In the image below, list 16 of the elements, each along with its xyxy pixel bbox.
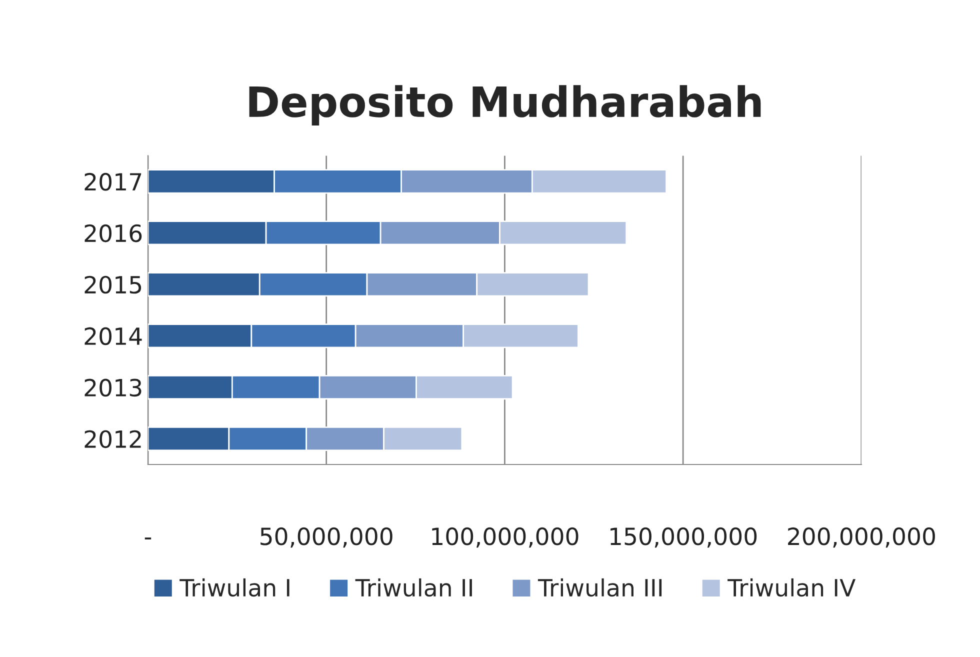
x-tick-label: 200,000,000: [788, 527, 935, 548]
legend-label: Triwulan IV: [728, 578, 856, 597]
x-tick-label: -: [144, 538, 152, 540]
x-tick-label: 100,000,000: [432, 527, 578, 548]
legend-label: Triwulan III: [538, 578, 662, 597]
y-tick-label: 2017: [84, 172, 142, 191]
legend-label: Triwulan II: [355, 578, 472, 597]
x-tick-label: 150,000,000: [610, 527, 757, 548]
legend-label: Triwulan I: [180, 578, 290, 597]
x-tick-label: 50,000,000: [260, 527, 392, 548]
y-tick-label: 2014: [84, 327, 142, 346]
y-tick-label: 2015: [84, 276, 142, 294]
y-tick-label: 2016: [84, 224, 142, 242]
chart-title: Deposito Mudharabah: [249, 85, 761, 126]
y-tick-label: 2013: [84, 378, 142, 397]
y-tick-label: 2012: [84, 430, 141, 448]
